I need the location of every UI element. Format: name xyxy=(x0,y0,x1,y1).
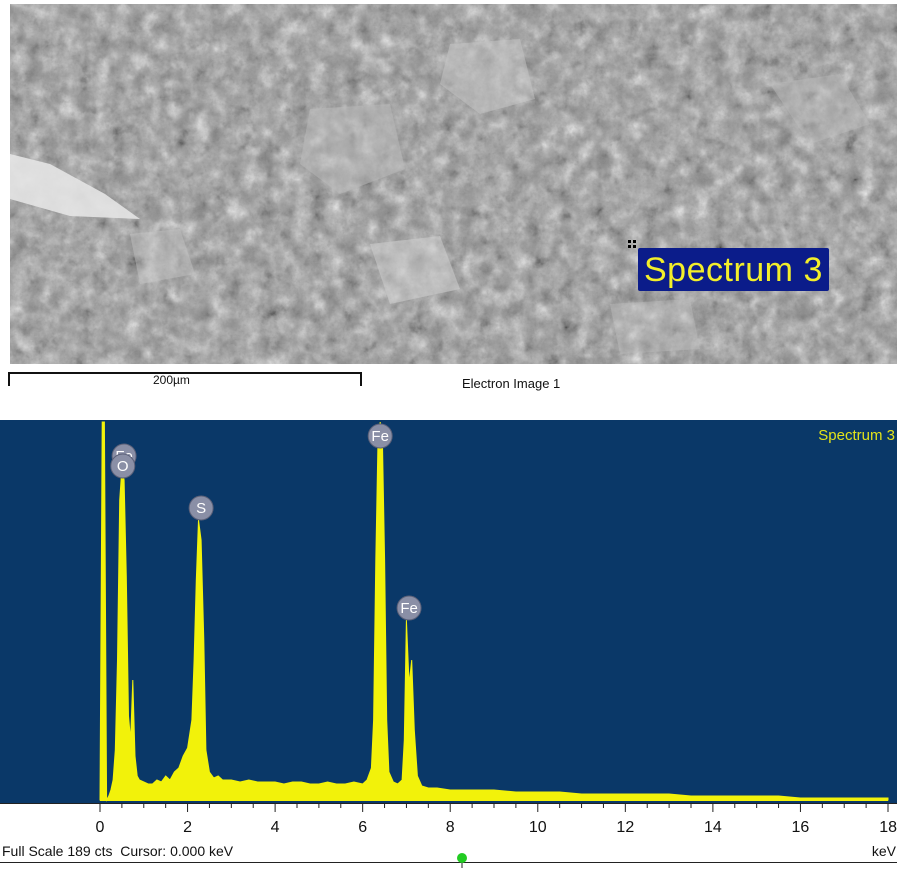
electron-micrograph: Spectrum 3 xyxy=(10,4,897,364)
status-readout: Full Scale 189 cts Cursor: 0.000 keV xyxy=(2,843,233,859)
scale-bar xyxy=(8,372,362,386)
cursor-handle[interactable] xyxy=(455,852,469,868)
x-tick-label: 12 xyxy=(616,819,634,836)
spectrum-overlay-label: Spectrum 3 xyxy=(638,248,829,291)
x-tick-label: 14 xyxy=(704,819,722,836)
spectrum-series xyxy=(99,421,889,802)
peak-label-s-2: S xyxy=(188,495,214,521)
eds-spectrum-plot: FeOSFeFe Spectrum 3 xyxy=(0,420,897,803)
x-tick-label: 2 xyxy=(183,819,192,836)
series-title: Spectrum 3 xyxy=(818,427,895,444)
x-tick-label: 16 xyxy=(792,819,810,836)
full-scale-readout: Full Scale 189 cts xyxy=(2,843,113,859)
scale-bar-label: 200µm xyxy=(153,373,190,387)
svg-text:Fe: Fe xyxy=(400,600,418,617)
svg-text:Fe: Fe xyxy=(371,428,389,445)
image-caption: Electron Image 1 xyxy=(462,376,561,391)
peak-label-fe-4: Fe xyxy=(396,595,422,621)
x-tick-label: 0 xyxy=(96,819,105,836)
x-tick-label: 6 xyxy=(358,819,367,836)
x-tick-label: 10 xyxy=(529,819,547,836)
peak-label-o-1: O xyxy=(110,453,136,479)
x-axis-unit: keV xyxy=(871,843,896,859)
spectrum-baseline xyxy=(100,798,888,801)
spectrum-location-marker xyxy=(628,240,636,248)
svg-text:O: O xyxy=(117,458,129,475)
plot-background xyxy=(0,420,897,803)
x-tick-label: 8 xyxy=(446,819,455,836)
cursor-readout: Cursor: 0.000 keV xyxy=(120,843,234,859)
svg-text:S: S xyxy=(196,500,206,517)
x-tick-label: 4 xyxy=(271,819,280,836)
x-axis: 0 2 4 6 8 10 12 14 16 18 xyxy=(0,803,897,863)
peak-label-fe-3: Fe xyxy=(367,423,393,449)
x-tick-label: 18 xyxy=(879,819,897,836)
spectrum-area xyxy=(99,421,889,802)
